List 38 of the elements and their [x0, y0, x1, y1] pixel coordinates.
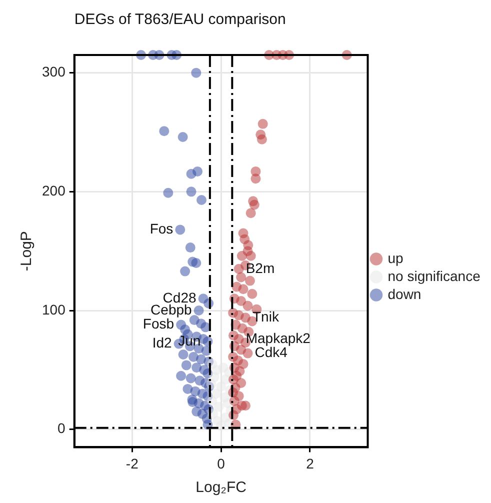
annotation: B2m	[246, 260, 275, 276]
point	[256, 134, 267, 144]
annotation: Tnik	[252, 308, 280, 325]
point	[246, 208, 256, 218]
y-tick-label: 0	[58, 420, 66, 436]
point	[250, 174, 261, 184]
y-tick-label: 100	[42, 301, 66, 318]
annotation: Cdk4	[254, 344, 288, 360]
point	[247, 288, 258, 299]
y-tick-label: 200	[42, 182, 66, 199]
point	[242, 246, 253, 256]
point	[242, 300, 253, 311]
point	[242, 348, 253, 358]
legend-label: down	[388, 286, 422, 302]
x-tick-label: 2	[306, 455, 314, 472]
legend-label: no significance	[388, 268, 481, 284]
point	[238, 284, 248, 294]
x-axis-title: Log₂FC	[196, 479, 247, 496]
point	[216, 382, 226, 392]
point	[236, 296, 246, 306]
annotation: Fosb	[142, 316, 174, 332]
annotation: Fos	[150, 220, 174, 237]
y-axis-title: -LogP	[18, 231, 36, 272]
point	[238, 228, 248, 238]
legend-label: up	[388, 250, 404, 266]
x-tick-label: -2	[126, 455, 139, 472]
point	[249, 200, 260, 210]
point	[236, 400, 247, 411]
y-tick-label: 300	[42, 64, 66, 80]
point	[258, 118, 268, 129]
point	[244, 276, 255, 286]
point	[236, 272, 246, 282]
x-tick-label: 0	[217, 455, 226, 472]
point	[214, 402, 224, 412]
annotation: Cd28	[162, 290, 196, 306]
annotation: Mapkapk2	[246, 330, 311, 346]
annotation: Id2	[152, 334, 172, 351]
chart-title: DEGs of T863/EAU comparison	[74, 11, 286, 28]
